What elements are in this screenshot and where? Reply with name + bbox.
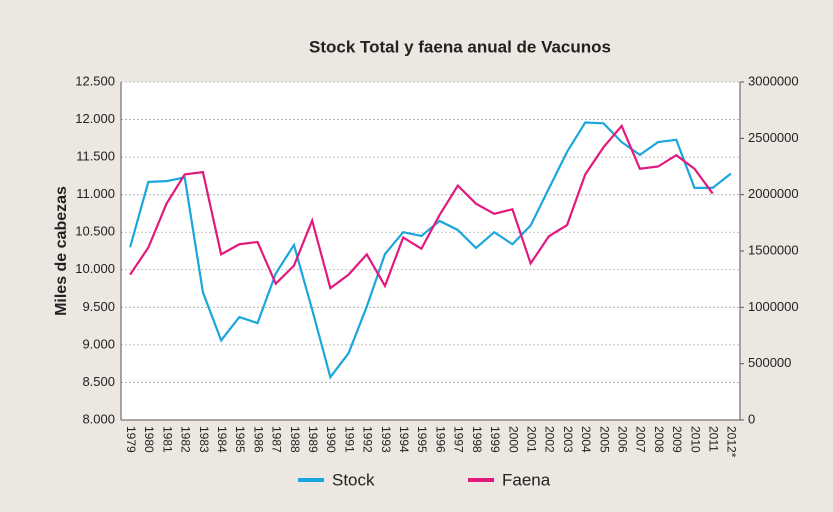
x-tick-label: 1984 <box>215 426 229 453</box>
y2-tick-label: 1000000 <box>748 299 799 314</box>
x-tick-label: 2001 <box>524 426 538 453</box>
x-tick-label: 2007 <box>634 426 648 453</box>
x-tick-label: 2004 <box>579 426 593 453</box>
y2-tick-label: 1500000 <box>748 242 799 257</box>
y-tick-label: 8.000 <box>82 411 115 426</box>
y-tick-label: 9.500 <box>82 299 115 314</box>
x-tick-label: 1981 <box>160 426 174 453</box>
x-tick-label: 1999 <box>488 426 502 453</box>
y-tick-label: 9.000 <box>82 336 115 351</box>
x-tick-label: 1986 <box>251 426 265 453</box>
x-tick-label: 1998 <box>470 426 484 453</box>
y2-tick-label: 2000000 <box>748 186 799 201</box>
y-tick-label: 12.000 <box>75 111 115 126</box>
y2-tick-label: 0 <box>748 411 755 426</box>
y-tick-label: 11.000 <box>76 186 115 201</box>
x-tick-label: 1988 <box>288 426 302 453</box>
x-tick-label: 1991 <box>342 426 356 453</box>
plot-area <box>121 82 740 420</box>
x-tick-label: 2003 <box>561 426 575 453</box>
y-tick-label: 10.500 <box>75 224 115 239</box>
x-tick-label: 2006 <box>615 426 629 453</box>
x-tick-label: 1997 <box>452 426 466 453</box>
x-tick-label: 1985 <box>233 426 247 453</box>
x-tick-label: 2008 <box>652 426 666 453</box>
y-tick-label: 8.500 <box>82 374 115 389</box>
series-line <box>129 123 714 291</box>
x-tick-label: 1983 <box>197 426 211 453</box>
x-tick-label: 1989 <box>306 426 320 453</box>
x-tick-label: 1996 <box>433 426 447 453</box>
y-tick-label: 11.500 <box>76 149 115 164</box>
x-tick-label: 2011 <box>707 426 721 452</box>
x-tick-label: 1994 <box>397 426 411 453</box>
x-tick-label: 1995 <box>415 426 429 453</box>
y-axis-label: Miles de cabezas <box>53 186 70 316</box>
y2-tick-label: 500000 <box>748 355 791 370</box>
y2-tick-label: 3000000 <box>748 73 799 88</box>
x-tick-label: 1992 <box>361 426 375 453</box>
x-tick-label: 2005 <box>597 426 611 453</box>
y-tick-label: 12.500 <box>75 73 115 88</box>
x-tick-label: 1980 <box>142 426 156 453</box>
x-tick-label: 2010 <box>688 426 702 453</box>
x-tick-label: 2002 <box>543 426 557 453</box>
x-tick-label: 2000 <box>506 426 520 453</box>
x-tick-label: 1990 <box>324 426 338 453</box>
chart-title: Stock Total y faena anual de Vacunos <box>309 37 611 56</box>
x-tick-label: 1987 <box>270 426 284 453</box>
y2-tick-label: 2500000 <box>748 130 799 145</box>
x-tick-label: 1982 <box>179 426 193 453</box>
x-tick-label: 1993 <box>379 426 393 453</box>
x-tick-label: 2012* <box>725 426 739 458</box>
legend-label: Faena <box>502 470 551 489</box>
y-tick-label: 10.000 <box>75 261 115 276</box>
x-tick-label: 1979 <box>124 426 138 453</box>
x-tick-label: 2009 <box>670 426 684 453</box>
legend-label: Stock <box>332 470 375 489</box>
